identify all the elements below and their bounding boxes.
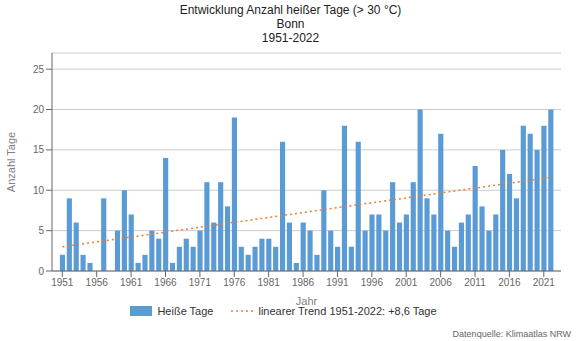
svg-text:10: 10 [33,185,45,196]
svg-text:0: 0 [38,266,44,277]
svg-text:1956: 1956 [86,277,109,288]
svg-text:1981: 1981 [258,277,281,288]
svg-text:2016: 2016 [498,277,521,288]
svg-text:2011: 2011 [464,277,486,288]
html-text:Datenquelle: Klimaatlas NRW: Datenquelle: Klimaatlas NRW [452,329,571,339]
html-text:1951-2022: 1951-2022 [261,31,320,45]
svg-text:1961: 1961 [120,277,143,288]
svg-text:1996: 1996 [361,277,384,288]
svg-text:2006: 2006 [430,277,453,288]
svg-text:1966: 1966 [154,277,177,288]
svg-text:Anzahl Tage: Anzahl Tage [8,132,17,192]
svg-text:1991: 1991 [326,277,349,288]
html-text:Bonn: Bonn [276,17,305,31]
svg-text:1971: 1971 [189,277,212,288]
svg-text:2021: 2021 [533,277,556,288]
svg-text:1986: 1986 [292,277,315,288]
html-text:linearer Trend 1951-2022: +8,6: linearer Trend 1951-2022: +8,6 Tage [258,305,437,317]
svg-text:25: 25 [33,64,45,75]
svg-text:Jahr: Jahr [296,295,318,307]
svg-text:1976: 1976 [223,277,246,288]
svg-text:20: 20 [33,104,45,115]
svg-text:2001: 2001 [395,277,418,288]
html-text:Heiße Tage: Heiße Tage [157,305,214,317]
svg-text:1951: 1951 [51,277,74,288]
svg-text:15: 15 [33,144,45,155]
svg-text:5: 5 [38,225,44,236]
html-text:Entwicklung Anzahl heißer Tage: Entwicklung Anzahl heißer Tage (> 30 °C) [179,3,402,17]
